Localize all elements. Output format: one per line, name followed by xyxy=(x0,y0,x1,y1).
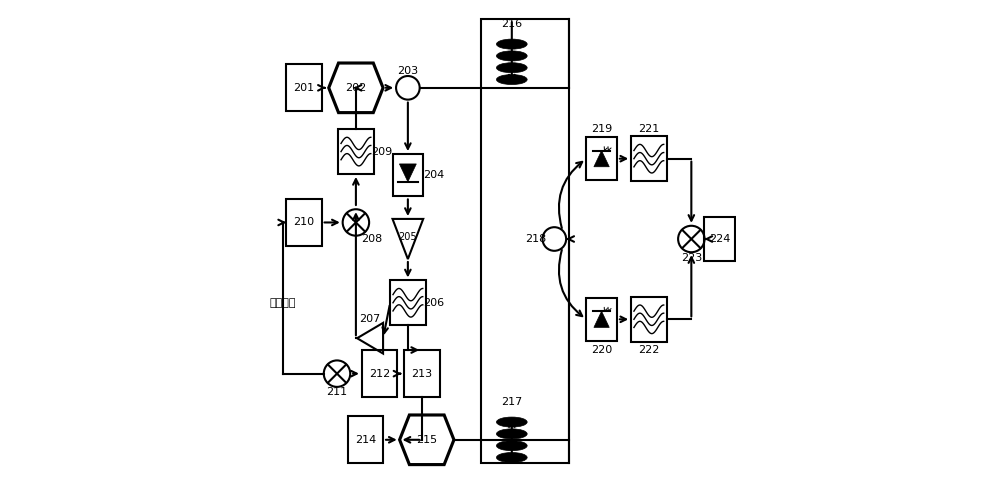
Ellipse shape xyxy=(496,63,527,73)
Bar xyxy=(390,280,426,325)
Bar xyxy=(348,416,383,463)
Ellipse shape xyxy=(496,453,527,463)
Text: 218: 218 xyxy=(525,234,546,244)
Text: 221: 221 xyxy=(638,124,659,134)
Text: 204: 204 xyxy=(423,170,444,180)
Text: 216: 216 xyxy=(501,19,522,29)
Text: 223: 223 xyxy=(681,253,702,263)
Bar xyxy=(393,154,423,196)
Text: 220: 220 xyxy=(591,345,612,355)
Polygon shape xyxy=(594,311,609,327)
Bar xyxy=(586,298,617,341)
Ellipse shape xyxy=(496,429,527,439)
Text: 215: 215 xyxy=(416,435,437,445)
Ellipse shape xyxy=(496,441,527,451)
Text: 219: 219 xyxy=(591,124,612,134)
Text: 217: 217 xyxy=(501,397,522,407)
Ellipse shape xyxy=(496,75,527,85)
Text: 208: 208 xyxy=(361,234,383,244)
Text: 222: 222 xyxy=(638,345,660,355)
Bar xyxy=(586,137,617,180)
Bar xyxy=(704,217,735,261)
Polygon shape xyxy=(399,164,416,182)
Bar xyxy=(404,350,440,397)
Bar xyxy=(631,136,667,181)
Text: 207: 207 xyxy=(359,315,381,324)
Text: 209: 209 xyxy=(371,147,393,157)
Text: 213: 213 xyxy=(411,369,433,379)
Text: 203: 203 xyxy=(397,66,418,76)
Text: 202: 202 xyxy=(345,83,367,93)
Bar xyxy=(481,19,569,463)
Bar xyxy=(338,129,374,174)
Text: 205: 205 xyxy=(399,232,417,242)
Ellipse shape xyxy=(496,39,527,49)
Ellipse shape xyxy=(496,51,527,61)
Text: 211: 211 xyxy=(326,387,348,397)
Text: 206: 206 xyxy=(423,298,444,308)
Bar xyxy=(362,350,397,397)
Ellipse shape xyxy=(496,417,527,427)
Text: 信号输入: 信号输入 xyxy=(269,298,296,308)
Text: 214: 214 xyxy=(355,435,376,445)
Text: 210: 210 xyxy=(293,217,314,228)
Text: 201: 201 xyxy=(293,83,314,93)
Text: 212: 212 xyxy=(369,369,390,379)
Text: 224: 224 xyxy=(709,234,730,244)
Bar xyxy=(286,64,322,111)
Bar xyxy=(286,199,322,246)
Polygon shape xyxy=(594,151,609,167)
Bar xyxy=(631,297,667,342)
